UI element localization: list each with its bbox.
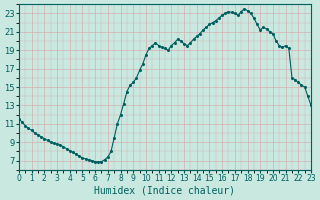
X-axis label: Humidex (Indice chaleur): Humidex (Indice chaleur) <box>94 186 236 196</box>
